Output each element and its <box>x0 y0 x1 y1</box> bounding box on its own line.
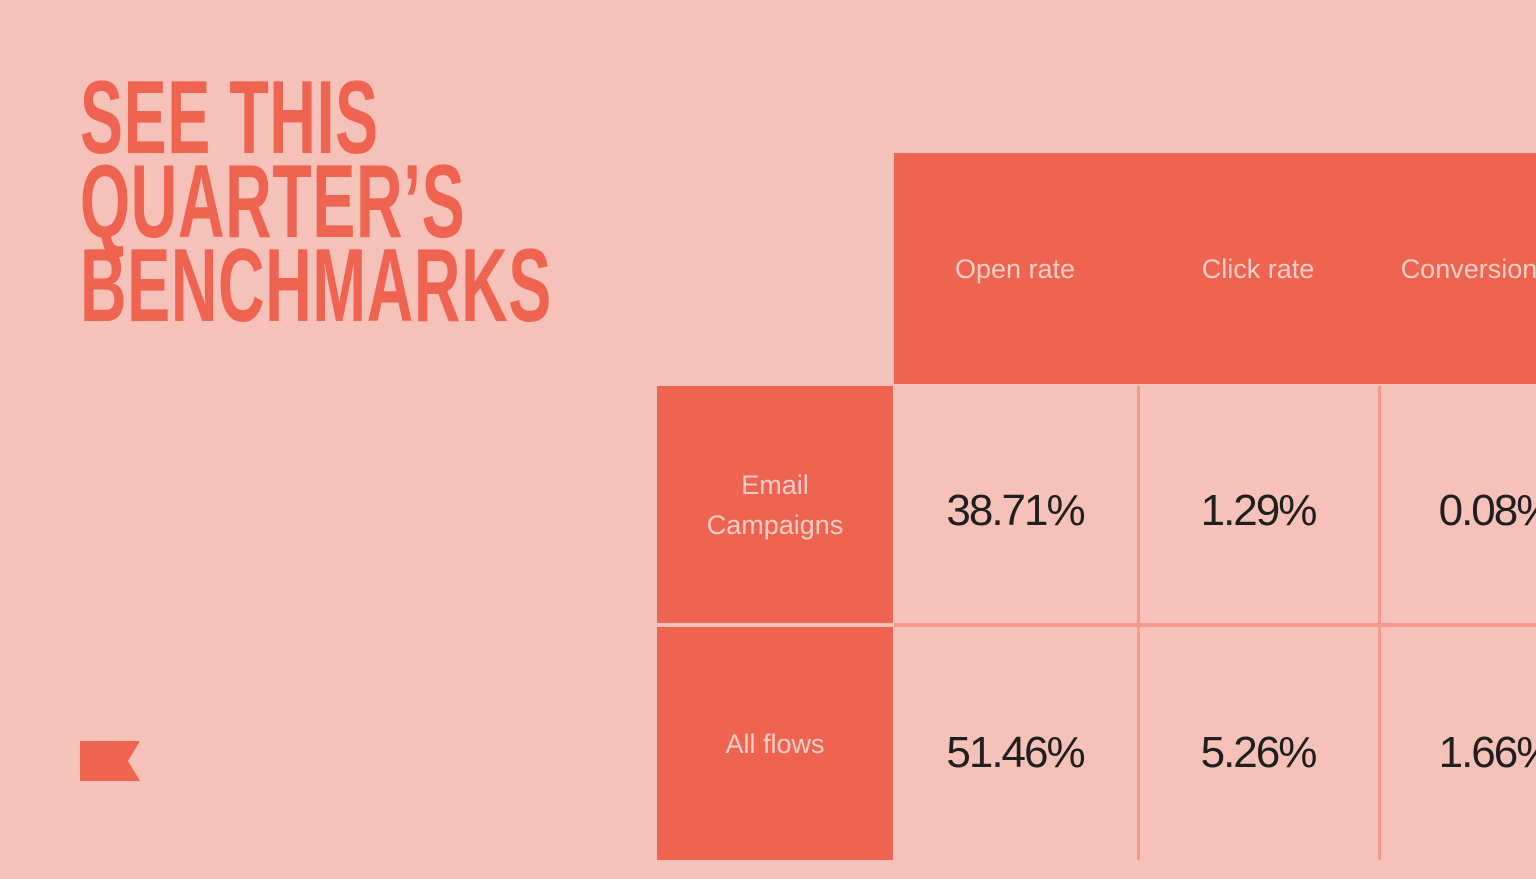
column-header-open-rate: Open rate <box>954 253 1076 284</box>
column-header-click-rate: Click rate <box>1201 253 1315 284</box>
page-title: SEE THIS QUARTER’S BENCHMARKS <box>80 60 552 344</box>
flag-icon <box>80 741 140 781</box>
row-label: All flows <box>725 728 825 759</box>
table-cell: 5.26% <box>1200 728 1318 777</box>
table-cell: 38.71% <box>946 486 1085 535</box>
table-cell: 0.08% <box>1438 486 1536 535</box>
table-cell: 51.46% <box>946 728 1085 777</box>
column-header-conversion-rate: Conversion rate <box>1400 253 1536 284</box>
title-line: SEE THIS <box>80 60 379 176</box>
title-line: BENCHMARKS <box>80 228 552 344</box>
row-header-email-campaigns: Email Campaigns <box>657 386 893 623</box>
table-cell: 1.66% <box>1438 728 1536 777</box>
title-line: QUARTER’S <box>80 144 466 260</box>
table-cell: 1.29% <box>1200 486 1318 535</box>
row-divider <box>894 623 1536 627</box>
row-label: Email Campaigns <box>706 469 844 540</box>
row-header-all-flows: All flows <box>657 627 893 860</box>
table-header <box>894 153 1536 384</box>
